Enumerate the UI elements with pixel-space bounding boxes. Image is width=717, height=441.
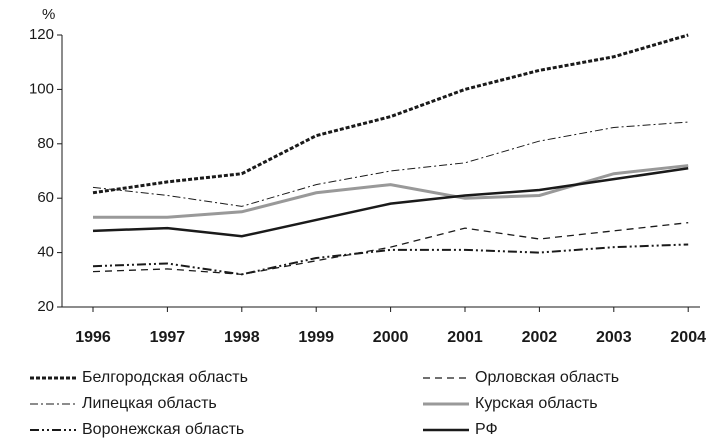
series-line [93,164,689,219]
y-tick-label: 60 [37,189,54,206]
y-tick-label: 80 [37,135,54,152]
series-line [92,121,689,207]
y-tick-label: 40 [37,244,54,261]
x-tick-label: 1999 [298,329,334,346]
x-tick-label: 2000 [373,329,409,346]
x-tick-label: 2001 [447,329,483,346]
y-tick-label: 20 [37,298,54,315]
x-tick-label: 1998 [224,329,260,346]
series-line [92,222,689,276]
y-tick-label: 100 [29,80,54,97]
legend-label: Курская область [475,395,598,412]
series-line [92,33,689,195]
legend-label: Орловская область [475,369,619,386]
legend-label: Белгородская область [82,369,248,386]
x-tick-label: 2003 [596,329,632,346]
series-line [92,167,689,238]
x-tick-label: 2004 [670,329,706,346]
x-tick-label: 1996 [75,329,111,346]
x-tick-label: 2002 [522,329,558,346]
y-tick-label: 120 [29,26,54,43]
legend-label: Липецкая область [82,395,217,412]
legend-label: РФ [475,421,498,438]
x-tick-label: 1997 [150,329,186,346]
legend-label: Воронежская область [82,421,244,438]
y-axis-label: % [42,6,55,23]
